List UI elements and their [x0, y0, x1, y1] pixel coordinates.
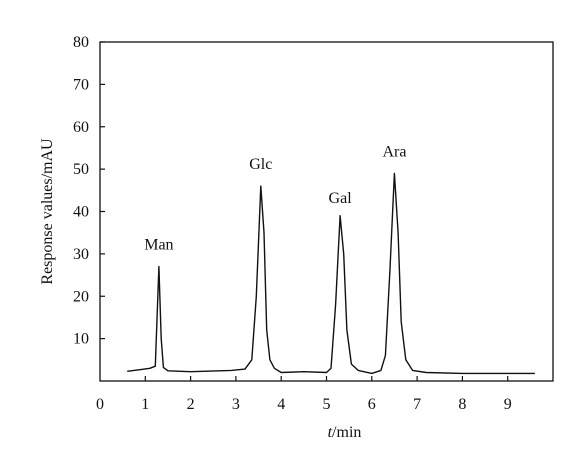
y-tick-labels: 10 20 30 40 50 60 70 80 [73, 34, 89, 348]
x-tick-label: 3 [232, 396, 240, 413]
x-tick-labels: 0 1 2 3 4 5 6 7 8 9 [96, 396, 512, 413]
y-tick-label: 30 [73, 246, 89, 263]
x-tick-label: 8 [458, 396, 466, 413]
x-axis-label-italic: t [328, 424, 333, 441]
y-tick-label: 20 [73, 288, 89, 305]
y-tick-label: 40 [73, 204, 89, 221]
plot-frame [99, 41, 554, 382]
x-tick-label: 0 [96, 396, 104, 413]
y-tick-label: 80 [73, 34, 89, 51]
x-tick-label: 6 [368, 396, 376, 413]
y-tick-label: 60 [73, 119, 89, 136]
chromatogram-trace [127, 172, 535, 375]
series-layer [127, 172, 535, 375]
peak-label-ara: Ara [382, 143, 406, 160]
x-tick-label: 4 [277, 396, 285, 413]
x-tick-label: 7 [413, 396, 421, 413]
axes-layer [99, 41, 554, 382]
x-tick-label: 1 [141, 396, 149, 413]
peak-label-man: Man [144, 237, 173, 254]
peak-label-gal: Gal [329, 190, 353, 207]
x-axis-label-unit: /min [332, 424, 361, 441]
x-tick-label: 5 [323, 396, 331, 413]
x-tick-label: 2 [187, 396, 195, 413]
y-tick-label: 70 [73, 76, 89, 93]
peak-label-glc: Glc [249, 156, 272, 173]
y-tick-label: 50 [73, 161, 89, 178]
x-axis-label: t/min [328, 424, 362, 441]
y-axis-label: Response values/mAU [39, 138, 56, 285]
peak-annotations: Man Glc Gal Ara [144, 143, 406, 253]
y-tick-label: 10 [73, 331, 89, 348]
x-tick-label: 9 [504, 396, 512, 413]
